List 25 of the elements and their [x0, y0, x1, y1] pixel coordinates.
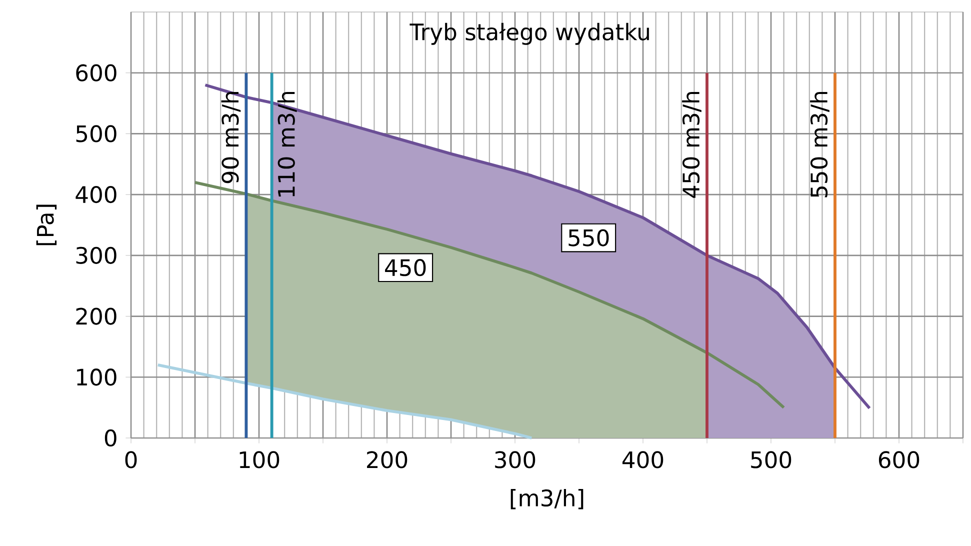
- x-axis-title: [m3/h]: [510, 488, 584, 510]
- x-tick-label: 500: [751, 451, 792, 468]
- annotation: 550: [568, 229, 609, 246]
- ref-line-label: 110 m3/h: [277, 92, 297, 196]
- y-tick-label: 0: [104, 429, 116, 447]
- y-tick-label: 400: [76, 186, 116, 204]
- ref-line-label: 550 m3/h: [810, 92, 830, 198]
- x-tick-label: 600: [878, 451, 920, 468]
- chart-title: Tryb stałego wydatku: [410, 22, 649, 45]
- line-series: [156, 363, 534, 440]
- x-tick-label: 0: [125, 451, 137, 468]
- x-tick-label: 400: [622, 451, 664, 468]
- annotation: 450: [385, 259, 426, 276]
- y-tick-label: 100: [77, 368, 116, 386]
- ref-line-label: 90 m3/h: [221, 92, 241, 184]
- y-axis-title: [Pa]: [36, 204, 57, 246]
- y-tick-label: 600: [76, 64, 116, 82]
- x-tick-label: 100: [240, 451, 280, 468]
- ref-line-label: 450 m3/h: [682, 92, 702, 198]
- line-series: [204, 84, 872, 410]
- y-tick-label: 300: [76, 246, 116, 264]
- x-tick-label: 200: [367, 451, 408, 468]
- x-tick-label: 300: [495, 451, 536, 468]
- y-tick-label: 200: [76, 308, 116, 325]
- y-tick-label: 500: [76, 125, 116, 142]
